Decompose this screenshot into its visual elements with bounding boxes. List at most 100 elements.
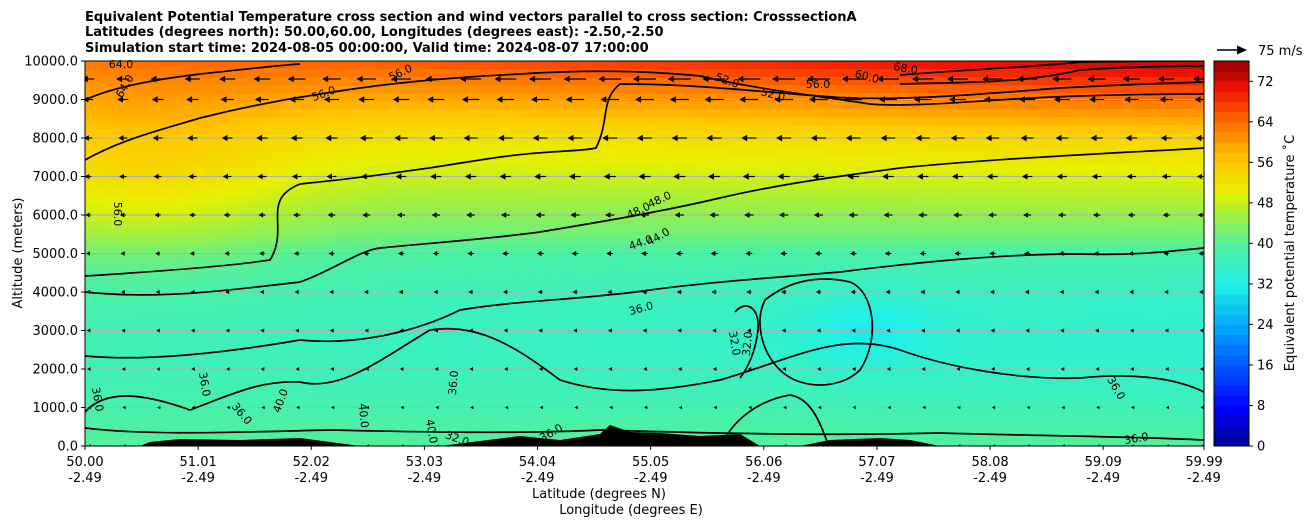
field-cell (324, 253, 336, 263)
field-cell (344, 333, 356, 343)
field-cell (914, 101, 925, 110)
field-cell (414, 261, 426, 271)
field-cell (954, 173, 965, 182)
field-cell (684, 85, 696, 94)
field-cell (94, 389, 106, 399)
field-cell (654, 189, 666, 198)
field-cell (284, 333, 296, 343)
field-cell (244, 213, 256, 223)
field-cell (1074, 349, 1085, 359)
field-cell (234, 77, 246, 86)
field-cell (264, 389, 276, 399)
field-cell (604, 301, 616, 311)
field-cell (1064, 405, 1075, 415)
field-cell (524, 197, 536, 206)
field-cell (454, 373, 466, 383)
field-cell (254, 301, 266, 311)
field-cell (944, 333, 955, 343)
field-cell (774, 389, 785, 399)
field-cell (404, 253, 416, 263)
field-cell (994, 293, 1005, 303)
field-cell (444, 405, 456, 415)
field-cell (304, 109, 316, 118)
field-cell (634, 317, 646, 327)
field-cell (1094, 69, 1105, 78)
field-cell (884, 237, 895, 247)
field-cell (434, 261, 446, 271)
field-cell (1064, 77, 1075, 86)
field-cell (984, 117, 995, 126)
field-cell (794, 365, 805, 375)
field-cell (474, 237, 486, 247)
field-cell (714, 141, 726, 150)
field-cell (174, 213, 186, 223)
field-cell (104, 373, 116, 383)
field-cell (354, 109, 366, 118)
field-cell (944, 213, 955, 223)
field-cell (224, 69, 236, 78)
field-cell (444, 389, 456, 399)
field-cell (1104, 205, 1115, 214)
field-cell (1104, 413, 1115, 423)
field-cell (154, 349, 166, 359)
field-cell (894, 245, 905, 255)
field-cell (314, 85, 326, 94)
field-cell (124, 317, 136, 327)
field-cell (764, 181, 775, 190)
field-cell (314, 117, 326, 126)
field-cell (934, 149, 945, 158)
field-cell (644, 101, 656, 110)
field-cell (594, 173, 606, 182)
field-cell (634, 85, 646, 94)
field-cell (314, 373, 326, 383)
field-cell (654, 413, 666, 423)
field-cell (1094, 109, 1105, 118)
field-cell (854, 181, 865, 190)
field-cell (764, 245, 775, 255)
field-cell (104, 165, 116, 174)
field-cell (434, 301, 446, 311)
field-cell (944, 181, 955, 190)
field-cell (924, 229, 935, 239)
field-cell (734, 237, 746, 247)
field-cell (914, 413, 925, 423)
field-cell (344, 173, 356, 182)
field-cell (244, 333, 256, 343)
field-cell (394, 61, 406, 70)
field-cell (854, 85, 865, 94)
field-cell (394, 277, 406, 287)
field-cell (214, 77, 226, 86)
field-cell (274, 237, 286, 247)
field-cell (174, 373, 186, 383)
field-cell (834, 269, 845, 279)
field-cell (734, 285, 746, 295)
field-cell (574, 85, 586, 94)
field-cell (484, 117, 496, 126)
field-cell (754, 269, 765, 279)
field-cell (714, 205, 726, 214)
field-cell (244, 93, 256, 102)
field-cell (954, 269, 965, 279)
field-cell (294, 309, 306, 319)
field-cell (244, 373, 256, 383)
field-cell (654, 381, 666, 391)
field-cell (374, 437, 386, 446)
field-cell (944, 373, 955, 383)
field-cell (1084, 365, 1095, 375)
field-cell (364, 93, 376, 102)
field-cell (864, 61, 875, 70)
field-cell (1084, 317, 1095, 327)
field-cell (494, 373, 506, 383)
field-cell (284, 365, 296, 375)
field-cell (324, 61, 336, 70)
field-cell (404, 269, 416, 279)
field-cell (684, 149, 696, 158)
field-cell (374, 173, 386, 182)
field-cell (114, 141, 126, 150)
field-cell (1014, 421, 1025, 431)
field-cell (894, 349, 905, 359)
field-cell (484, 237, 496, 247)
field-cell (924, 349, 935, 359)
field-cell (954, 397, 965, 407)
field-cell (1084, 269, 1095, 279)
